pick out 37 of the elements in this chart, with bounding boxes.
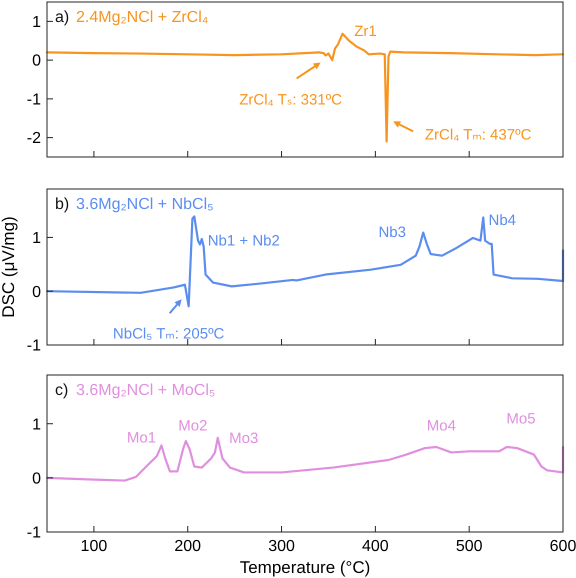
- y-tick-label: 0: [32, 470, 42, 488]
- y-tick-label: -1: [26, 524, 42, 542]
- x-tick-label: 400: [362, 538, 389, 555]
- annotation: c): [55, 382, 68, 399]
- x-tick-label: 100: [80, 538, 108, 555]
- annotation: b): [55, 196, 70, 213]
- x-tick-label: 200: [174, 538, 202, 555]
- y-tick-label: 1: [32, 416, 42, 434]
- x-tick-label: 500: [456, 538, 483, 555]
- annotation: Nb3: [378, 224, 406, 241]
- line-series: [46, 215, 564, 308]
- x-tick-label: 600: [550, 538, 576, 555]
- annotation: Nb1 + Nb2: [208, 232, 280, 250]
- y-tick-label: 1: [32, 14, 42, 31]
- annotation: Nb4: [488, 212, 516, 229]
- chart-title: 3.6Mg₂NCl + MoCl₅: [76, 382, 216, 399]
- y-tick-label: 1: [32, 230, 42, 248]
- annotation: Zr1: [354, 23, 377, 40]
- annotation: a): [55, 9, 70, 26]
- y-tick-label: 0: [32, 52, 42, 70]
- y-tick-label: 0: [32, 284, 42, 301]
- annotation: ZrCl₄ Tₛ: 331ºC: [239, 92, 342, 109]
- annotation: Mo2: [178, 417, 208, 434]
- annotation: Mo4: [426, 417, 456, 434]
- annotation: Mo3: [229, 430, 258, 448]
- chart-title: 3.6Mg₂NCl + NbCl₅: [76, 196, 214, 213]
- y-tick-label: -1: [26, 91, 42, 108]
- chart-title: 2.4Mg₂NCl + ZrCl₄: [76, 9, 208, 26]
- annotation: ZrCl₄ Tₘ: 437ºC: [424, 126, 532, 144]
- y-axis-title: DSC (μV/mg): [0, 216, 18, 318]
- annotation: Mo5: [506, 410, 536, 428]
- annotation: Mo1: [126, 430, 156, 447]
- y-tick-label: -1: [26, 338, 42, 355]
- annotation: NbCl₅ Tₘ: 205ºC: [112, 326, 225, 343]
- y-tick-label: -2: [26, 130, 42, 148]
- x-axis-title: Temperature (°C): [240, 558, 370, 577]
- x-tick-label: 300: [268, 538, 295, 555]
